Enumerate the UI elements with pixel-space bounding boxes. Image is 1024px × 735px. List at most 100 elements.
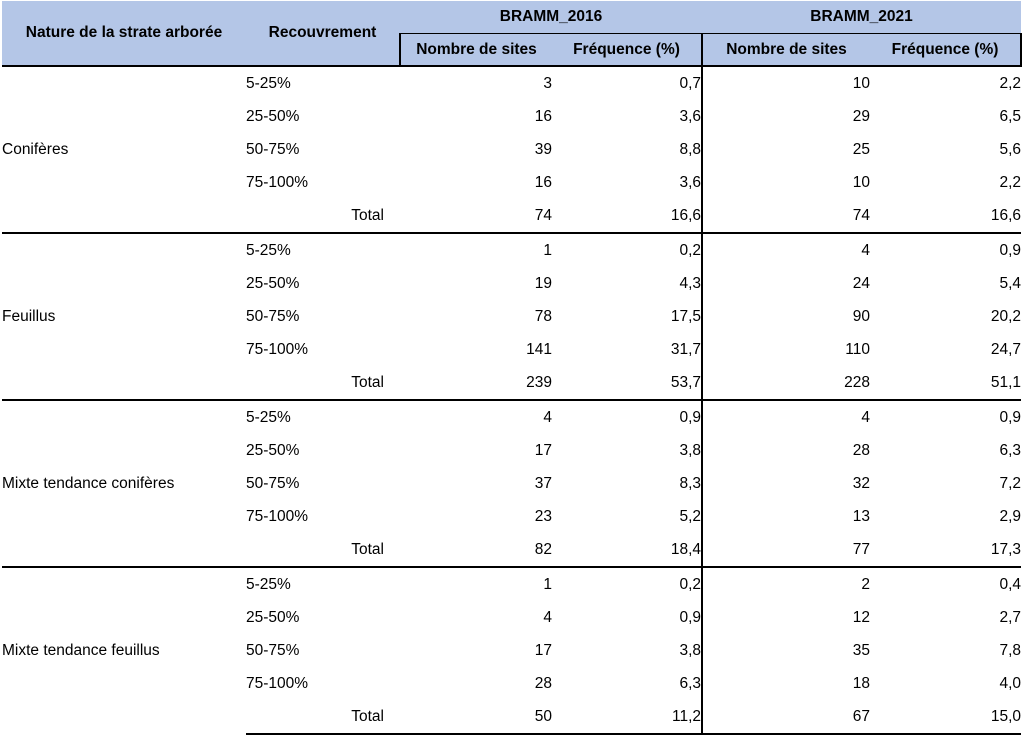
- freq-2021-cell: 6,3: [999, 441, 1022, 459]
- sites-2016-cell: 16: [534, 173, 552, 191]
- freq-2021-cell: 15,0: [870, 700, 1022, 735]
- table-row: 50-75% 39 8,8 25 5,6: [2, 133, 1021, 166]
- recouvrement-cell: Total: [246, 366, 400, 401]
- freq-2021-cell: 7,8: [999, 641, 1022, 659]
- header-recouvrement: Recouvrement: [246, 1, 400, 66]
- header-sites-2021: Nombre de sites: [701, 33, 871, 66]
- table-row: 75-100% 16 3,6 10 2,2: [2, 166, 1021, 199]
- freq-2021-cell: 7,2: [999, 474, 1022, 492]
- table-row: 25-50% 4 0,9 12 2,7: [2, 601, 1021, 634]
- freq-2016-cell: 0,7: [552, 65, 704, 100]
- freq-2016-cell: 3,6: [552, 166, 704, 199]
- nature-cell: Feuillus: [2, 232, 246, 400]
- recouvrement-cell: 50-75%: [246, 641, 300, 659]
- sites-2016-cell: 17: [534, 441, 552, 459]
- sites-2021-cell: 2: [702, 566, 871, 601]
- freq-2021-cell: 17,3: [870, 533, 1022, 568]
- table-row: Total 239 53,7 228 51,1: [2, 366, 1022, 401]
- sites-2021-cell: 29: [852, 107, 871, 125]
- sites-2021-cell: 28: [852, 441, 871, 459]
- recouvrement-cell: 25-50%: [246, 608, 300, 626]
- recouvrement-cell: 75-100%: [246, 340, 309, 358]
- header-freq-2016: Fréquence (%): [552, 33, 704, 66]
- sites-2016-cell: 74: [400, 199, 552, 234]
- sites-2016-cell: 3: [400, 65, 552, 100]
- freq-2021-cell: 16,6: [870, 199, 1022, 234]
- sites-2021-cell: 4: [702, 232, 871, 267]
- header-period-2021: BRAMM_2021: [702, 1, 1022, 34]
- recouvrement-cell: 5-25%: [246, 65, 400, 100]
- recouvrement-cell: 50-75%: [246, 140, 300, 158]
- freq-2021-cell: 0,4: [870, 566, 1022, 601]
- sites-2016-cell: 19: [534, 274, 552, 292]
- recouvrement-cell: 50-75%: [246, 474, 300, 492]
- freq-2021-cell: 5,6: [999, 140, 1022, 158]
- table-row: 25-50% 19 4,3 24 5,4: [2, 267, 1021, 300]
- recouvrement-cell: 5-25%: [246, 566, 400, 601]
- recouvrement-cell: 25-50%: [246, 107, 300, 125]
- recouvrement-cell: Total: [246, 199, 400, 234]
- sites-2021-cell: 4: [702, 399, 871, 434]
- freq-2021-cell: 24,7: [990, 340, 1022, 358]
- freq-2021-cell: 2,7: [999, 608, 1022, 626]
- table-row: Feuillus 5-25% 1 0,2 4 0,9: [2, 232, 1022, 400]
- freq-2016-cell: 0,2: [552, 566, 704, 601]
- sites-2016-cell: 37: [534, 474, 552, 492]
- sites-2021-cell: 24: [852, 274, 871, 292]
- freq-2016-cell: 4,3: [552, 267, 704, 300]
- freq-2016-cell: 3,8: [552, 634, 704, 667]
- freq-2016-cell: 8,8: [552, 133, 704, 166]
- sites-2021-cell: 74: [702, 199, 871, 234]
- sites-2016-cell: 1: [400, 566, 552, 601]
- freq-2016-cell: 0,9: [552, 601, 704, 634]
- recouvrement-cell: 25-50%: [246, 441, 300, 459]
- freq-2021-cell: 5,4: [999, 274, 1022, 292]
- sites-2021-cell: 13: [852, 507, 871, 525]
- sites-2016-cell: 50: [400, 700, 552, 735]
- sites-2016-cell: 4: [543, 608, 552, 626]
- nature-cell: Mixte tendance feuillus: [2, 566, 246, 734]
- sites-2021-cell: 12: [852, 608, 871, 626]
- table-row: 75-100% 23 5,2 13 2,9: [2, 500, 1021, 533]
- table-row: 75-100% 28 6,3 18 4,0: [2, 667, 1021, 700]
- freq-2016-cell: 0,9: [552, 399, 704, 434]
- recouvrement-cell: 5-25%: [246, 399, 400, 434]
- freq-2016-cell: 53,7: [552, 366, 704, 401]
- table-row: Total 74 16,6 74 16,6: [2, 199, 1022, 234]
- recouvrement-cell: 75-100%: [246, 173, 309, 191]
- sites-2021-cell: 10: [702, 65, 871, 100]
- sites-2016-cell: 239: [400, 366, 552, 401]
- recouvrement-cell: 25-50%: [246, 274, 300, 292]
- freq-2021-cell: 2,9: [999, 507, 1022, 525]
- freq-2021-cell: 4,0: [999, 674, 1022, 692]
- sites-2016-cell: 141: [526, 340, 552, 358]
- recouvrement-cell: 75-100%: [246, 507, 309, 525]
- sites-2016-cell: 1: [400, 232, 552, 267]
- freq-2016-cell: 6,3: [552, 667, 704, 700]
- sites-2021-cell: 10: [852, 173, 871, 191]
- sites-2016-cell: 23: [534, 507, 552, 525]
- freq-2016-cell: 31,7: [552, 333, 704, 366]
- table-header: Nature de la strate arborée Recouvrement…: [2, 1, 1023, 66]
- freq-2021-cell: 2,2: [870, 65, 1022, 100]
- freq-2016-cell: 5,2: [552, 500, 704, 533]
- table-row: 75-100% 141 31,7 110 24,7: [2, 333, 1021, 366]
- header-period-2016: BRAMM_2016: [400, 1, 703, 34]
- freq-2021-cell: 0,9: [870, 232, 1022, 267]
- sites-2016-cell: 17: [534, 641, 552, 659]
- table-row: Mixte tendance conifères 5-25% 4 0,9 4 0,9: [2, 399, 1022, 567]
- sites-2021-cell: 18: [852, 674, 871, 692]
- sites-2021-cell: 67: [702, 700, 871, 735]
- recouvrement-cell: 50-75%: [246, 307, 300, 325]
- table-body: Conifères 5-25% 3 0,7 10 2,2 25-50% 16 3,6 29 6,5 5…: [2, 65, 1022, 735]
- freq-2021-cell: 2,2: [999, 173, 1022, 191]
- sites-2021-cell: 32: [852, 474, 871, 492]
- sites-2016-cell: 82: [400, 533, 552, 568]
- table-row: 50-75% 17 3,8 35 7,8: [2, 634, 1021, 667]
- sites-2016-cell: 78: [534, 307, 552, 325]
- freq-2016-cell: 3,6: [552, 100, 704, 133]
- nature-cell: Conifères: [2, 65, 246, 233]
- freq-2016-cell: 3,8: [552, 434, 704, 467]
- freq-2021-cell: 51,1: [870, 366, 1022, 401]
